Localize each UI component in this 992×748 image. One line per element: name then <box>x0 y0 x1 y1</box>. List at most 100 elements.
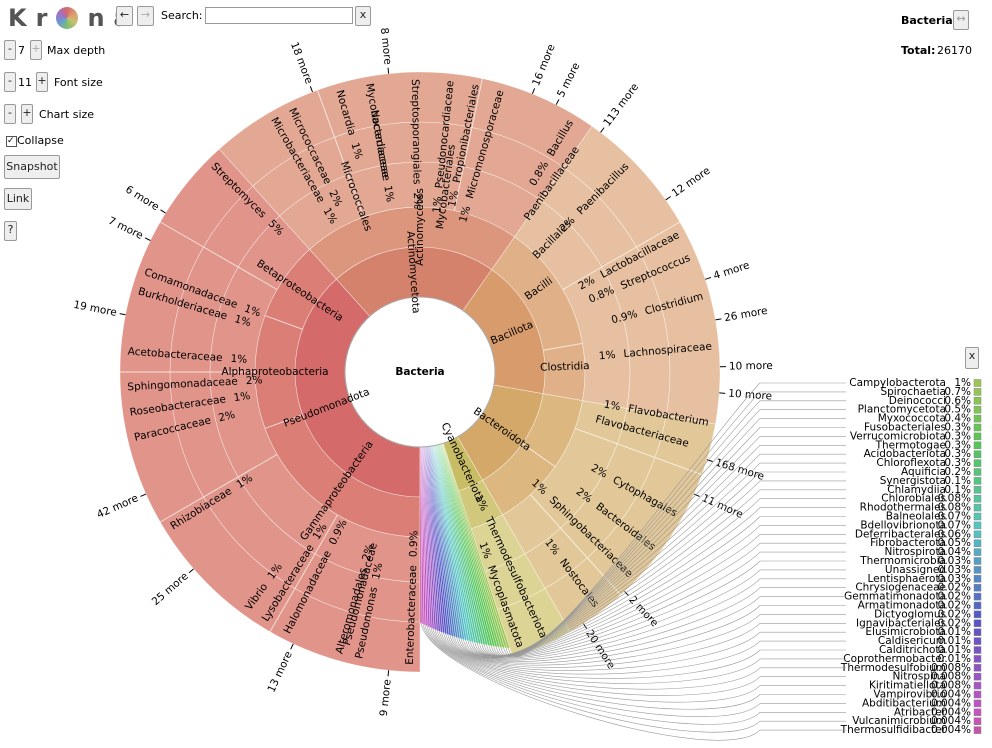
legend-percent: 0.02% <box>938 608 971 620</box>
legend-label: Thermodesulfobium <box>840 662 946 674</box>
more-label: 26 more <box>723 305 768 324</box>
leaf-label: Sphingomonadaceae <box>127 376 238 394</box>
leader-tick <box>693 493 700 497</box>
legend-label: Nitrospirota <box>884 546 946 558</box>
back-button[interactable]: ← <box>116 6 133 26</box>
legend-label: Planctomycetota <box>858 404 946 416</box>
chart-plus[interactable]: + <box>21 104 33 124</box>
leaf-percent: 1% <box>349 141 365 160</box>
legend-label: Vulcanimicrobium <box>852 715 946 727</box>
legend-leader <box>424 624 846 725</box>
more-label: 113 more <box>601 81 641 129</box>
legend-leader <box>508 382 846 657</box>
legend-swatch <box>973 583 982 592</box>
more-label: 42 more <box>95 492 140 521</box>
more-label: 4 more <box>712 259 751 282</box>
legend-leader <box>428 626 846 710</box>
legend-label: Acidobacteriota <box>864 448 946 460</box>
depth-minus[interactable]: - <box>4 40 16 60</box>
leaf-label: Streptosporangiales 2% <box>409 79 423 209</box>
legend-percent: 0.07% <box>938 511 971 523</box>
legend-leader <box>452 596 846 662</box>
font-plus[interactable]: + <box>36 72 48 92</box>
legend-swatch <box>973 521 982 530</box>
legend-leader <box>456 578 846 660</box>
legend-swatch <box>973 655 982 663</box>
legend-leader <box>422 623 846 733</box>
leader-tick <box>160 209 166 214</box>
legend-leader <box>441 632 846 675</box>
legend-close-button[interactable]: x <box>965 347 979 369</box>
leaf-label: Enterobacteraceae <box>404 565 419 665</box>
link-button[interactable]: Link <box>4 188 32 210</box>
inner-label: Actinomycetes <box>414 188 426 266</box>
leader-tick <box>555 99 560 105</box>
legend-label: Thermomicrobia <box>859 555 946 567</box>
legend-swatch <box>973 557 982 565</box>
details-swap-button[interactable]: ↔ <box>953 10 969 30</box>
legend-label: Deinococci <box>889 395 946 407</box>
legend-label: Gemmatimonadota <box>844 591 946 603</box>
legend-percent: 0.3% <box>944 430 971 442</box>
legend-percent: 0.6% <box>944 395 971 407</box>
search-clear-button[interactable]: x <box>355 6 371 26</box>
leaf-percent: 1% <box>243 303 263 320</box>
font-minus[interactable]: - <box>4 72 16 92</box>
leaf-label: Enterobacteraceae 0.9% <box>404 530 421 665</box>
legend-percent: 0.03% <box>938 573 971 585</box>
legend-label: Lentisphaerota <box>867 573 946 585</box>
legend-leader <box>432 628 846 696</box>
depth-plus[interactable]: + <box>30 40 42 60</box>
search-label: Search: <box>161 9 203 22</box>
legend-percent: 0.004% <box>931 724 971 736</box>
legend-leader <box>430 627 846 703</box>
legend-label: Synergistota <box>880 475 946 487</box>
wedge <box>119 148 421 673</box>
legend-leader <box>463 551 846 658</box>
snapshot-button[interactable]: Snapshot <box>4 155 60 179</box>
font-label: Font size <box>54 76 103 89</box>
legend-swatch <box>973 619 982 628</box>
more-label: 5 more <box>555 61 583 100</box>
legend-label: Spirochaetia <box>880 386 946 398</box>
legend-percent: 0.004% <box>931 706 971 718</box>
center-hole <box>344 296 496 448</box>
forward-button[interactable]: → <box>137 6 154 26</box>
chart-minus[interactable]: - <box>4 104 16 124</box>
legend-swatch <box>973 637 982 645</box>
legend-percent: 0.5% <box>944 404 971 416</box>
legend-label: Thermotogae <box>875 439 946 451</box>
leaf-percent: 2% <box>246 374 263 387</box>
legend-swatch <box>973 548 982 556</box>
legend-percent: 0.05% <box>938 537 971 549</box>
legend-leader <box>439 631 846 679</box>
legend-leader <box>460 560 846 658</box>
leader-tick <box>705 276 712 280</box>
legend-percent: 0.008% <box>931 680 971 692</box>
legend-percent: 0.3% <box>944 448 971 460</box>
legend-percent: 0.02% <box>938 591 971 603</box>
depth-label: Max depth <box>47 44 106 57</box>
legend-percent: 0.7% <box>944 386 971 398</box>
legend-swatch <box>973 672 982 681</box>
legend-label: Atribacter <box>894 706 947 718</box>
leaf-percent: 0.9% <box>408 530 421 557</box>
leader-tick <box>624 591 630 597</box>
search-input[interactable] <box>205 7 353 24</box>
leaf-percent: 1% <box>598 349 616 362</box>
legend-swatch <box>973 601 982 610</box>
inner-label: Clostridia <box>540 360 590 374</box>
legend-leader <box>454 587 846 661</box>
leaf-percent: 2% <box>217 409 236 424</box>
help-button[interactable]: ? <box>4 221 17 241</box>
legend-label: Vampirovibrio <box>873 689 946 701</box>
legend-label: Armatimonadota <box>858 600 946 612</box>
legend-percent: 0.008% <box>931 671 971 683</box>
collapse-checkbox[interactable]: ✓ <box>6 136 17 147</box>
divider <box>159 454 278 523</box>
legend-swatch <box>973 681 982 690</box>
legend-label: Verrucomicrobiota <box>850 430 946 442</box>
legend-percent: 0.3% <box>944 439 971 451</box>
